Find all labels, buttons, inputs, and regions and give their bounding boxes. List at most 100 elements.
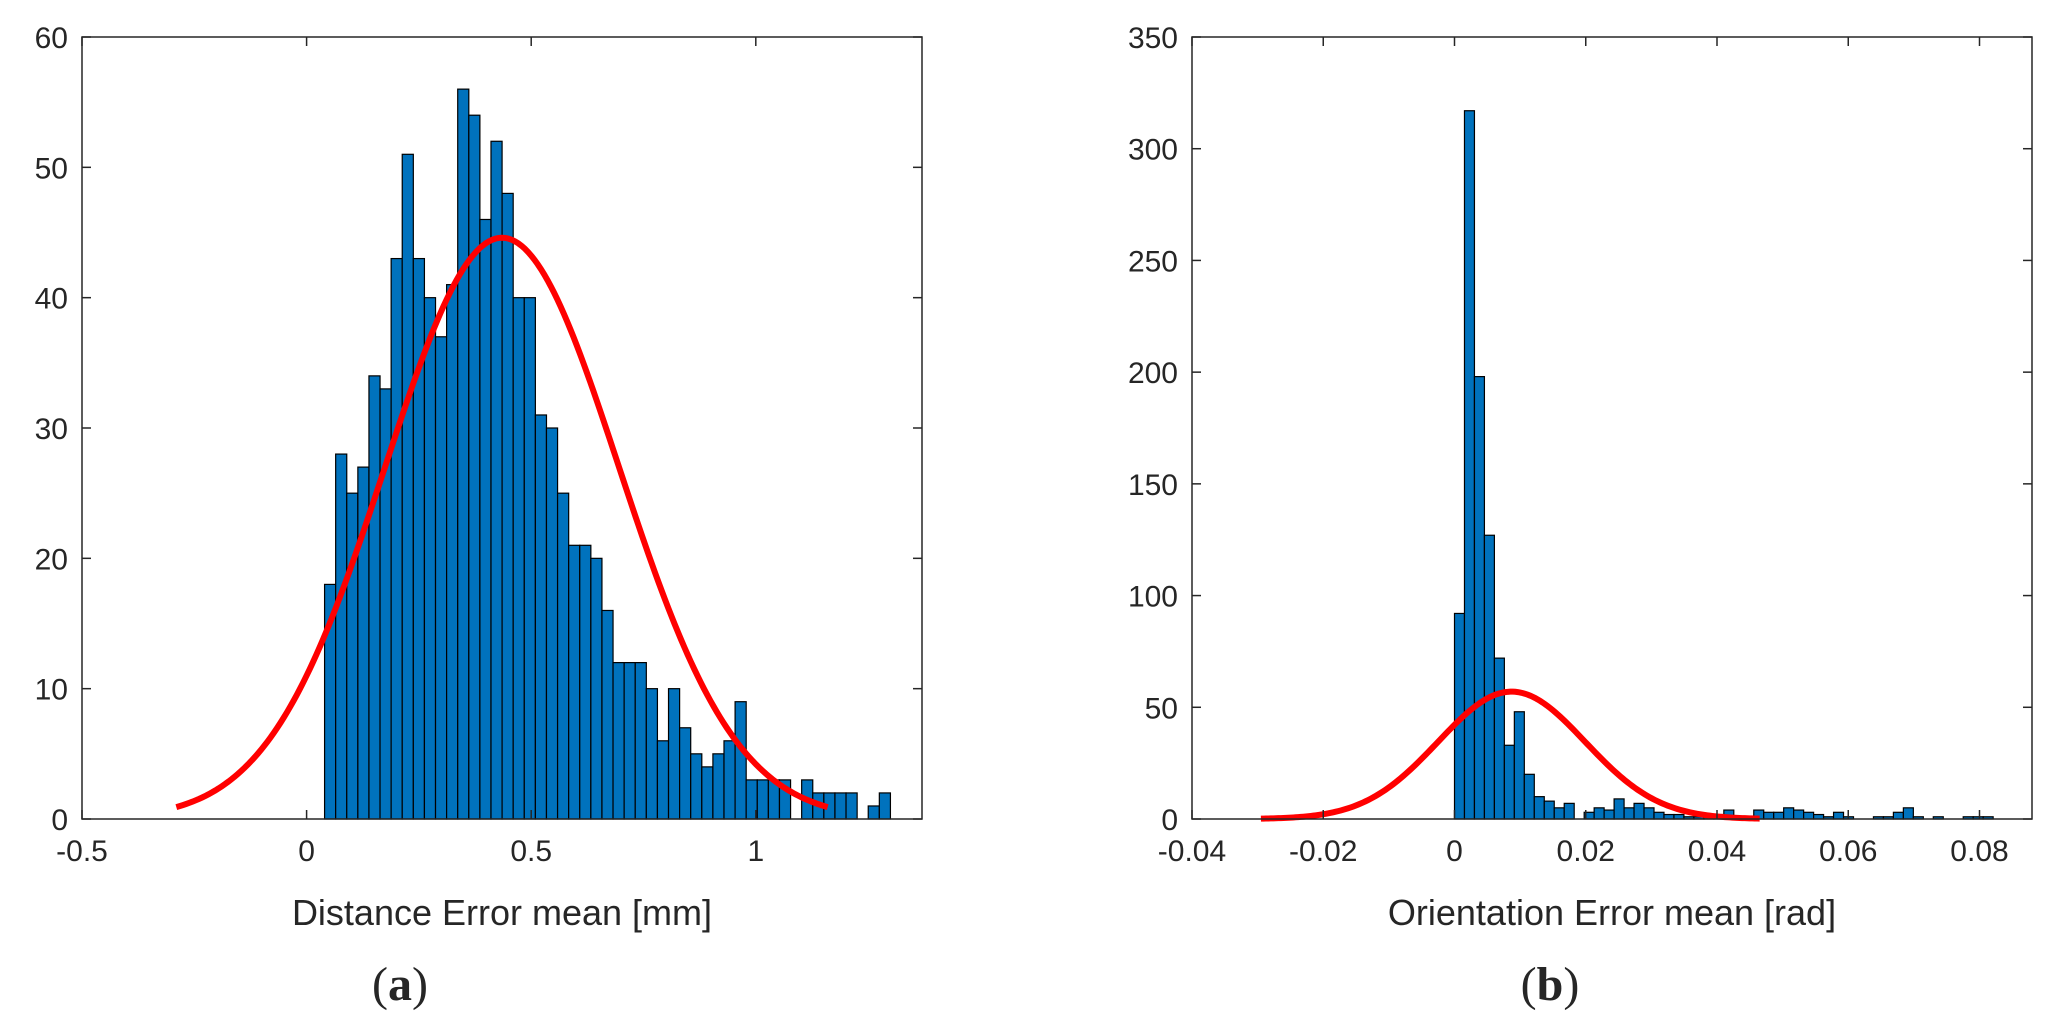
y-tick-label-a: 10 <box>35 674 68 707</box>
y-tick-label-b: 350 <box>1128 22 1178 55</box>
histogram-bar-b <box>1503 744 1515 820</box>
histogram-bar-b <box>1643 807 1655 820</box>
histogram-bar-b <box>1763 811 1775 820</box>
histogram-bar-a <box>667 688 681 820</box>
histogram-bar-a <box>335 453 348 820</box>
histogram-bar-a <box>656 740 670 820</box>
histogram-bar-b <box>1473 376 1486 820</box>
histogram-bar-b <box>1773 811 1785 820</box>
histogram-bar-a <box>501 192 514 820</box>
x-ticks-a: -0.5 0 0.5 1 <box>56 37 764 868</box>
histogram-bar-a <box>878 792 892 820</box>
y-ticks-b: 0 50 100 150 200 250 300 350 <box>1128 22 2032 837</box>
histogram-bar-a <box>756 779 769 820</box>
histogram-bar-a <box>490 140 503 820</box>
histogram-bar-a <box>446 284 459 820</box>
histogram-panel-b: -0.04 -0.02 0 0.02 0.04 0.06 0.08 0 50 100 150 200… <box>1128 22 2033 1011</box>
x-axis-label-a: Distance Error mean [mm] <box>292 892 712 933</box>
x-tick-label-b: -0.02 <box>1289 835 1357 868</box>
histogram-bar-b <box>1803 811 1815 820</box>
histogram-bar-b <box>1523 773 1535 820</box>
x-axis-label-b: Orientation Error mean [rad] <box>1388 892 1836 933</box>
histogram-bar-a <box>468 114 481 820</box>
x-tick-label-b: 0.06 <box>1819 835 1877 868</box>
histogram-bar-b <box>1623 807 1635 820</box>
histogram-bar-a <box>679 727 692 820</box>
plot-area-b <box>1192 37 2032 819</box>
fit-curve-a <box>175 234 829 810</box>
histogram-bar-b <box>1483 534 1496 820</box>
histogram-bar-a <box>701 766 714 820</box>
histogram-bar-a <box>346 492 359 820</box>
histogram-bar-a <box>457 88 470 820</box>
y-tick-label-a: 60 <box>35 22 68 55</box>
histogram-bar-b <box>1633 802 1645 820</box>
y-tick-label-b: 150 <box>1128 469 1178 502</box>
x-tick-label-a: 0 <box>298 835 315 868</box>
y-tick-label-b: 200 <box>1128 357 1178 390</box>
y-ticks-a: 0 10 20 30 40 50 60 <box>35 22 922 837</box>
histogram-bar-a <box>734 701 747 820</box>
histogram-bar-a <box>690 753 703 820</box>
histogram-bar-b <box>1493 657 1505 820</box>
histogram-bar-b <box>1553 807 1565 820</box>
histogram-bar-a <box>434 336 448 820</box>
histogram-bar-a <box>601 609 614 820</box>
histogram-bar-b <box>1603 809 1615 820</box>
histogram-bar-a <box>568 544 581 820</box>
histogram-bar-b <box>1793 809 1805 820</box>
histogram-bar-b <box>1902 807 1914 820</box>
histogram-bar-a <box>545 427 559 820</box>
histogram-bar-a <box>390 257 403 820</box>
x-tick-label-b: -0.04 <box>1158 835 1226 868</box>
panel-label-a: (a) <box>372 958 428 1011</box>
y-tick-label-b: 300 <box>1128 134 1178 167</box>
histogram-bar-a <box>368 375 381 820</box>
histogram-bar-b <box>1563 802 1575 820</box>
panel-letter-a: a <box>388 958 412 1011</box>
fit-curve-b <box>1260 688 1760 822</box>
y-tick-label-b: 250 <box>1128 245 1178 278</box>
histogram-bar-a <box>556 492 570 820</box>
histogram-bar-b <box>1783 807 1795 820</box>
axes-box-b <box>1191 36 2033 820</box>
histogram-bar-a <box>412 257 426 820</box>
histogram-bar-a <box>590 557 603 820</box>
histogram-bar-b <box>1892 811 1904 820</box>
y-tick-label-a: 40 <box>35 283 68 316</box>
y-tick-label-b: 50 <box>1145 692 1178 725</box>
histogram-bar-a <box>623 661 636 820</box>
y-tick-label-b: 100 <box>1128 581 1178 614</box>
histogram-bar-b <box>1513 711 1525 820</box>
y-tick-label-a: 20 <box>35 543 68 576</box>
x-tick-label-a: 1 <box>747 835 764 868</box>
histogram-bar-b <box>1613 798 1625 820</box>
histogram-bar-a <box>579 544 592 820</box>
panel-label-b: (b) <box>1521 958 1580 1011</box>
histogram-bar-a <box>723 740 736 820</box>
histogram-bar-a <box>534 414 548 820</box>
x-tick-label-b: 0.04 <box>1688 835 1746 868</box>
histogram-bar-a <box>867 805 880 820</box>
histogram-bar-b <box>1543 800 1555 820</box>
x-tick-label-b: 0.08 <box>1950 835 2008 868</box>
histogram-bar-a <box>845 792 858 820</box>
histogram-bar-b <box>1593 807 1605 820</box>
x-tick-label-a: 0.5 <box>510 835 552 868</box>
histogram-bar-b <box>1832 811 1845 820</box>
histogram-bar-a <box>634 661 647 820</box>
histogram-bar-a <box>834 792 847 820</box>
x-ticks-b: -0.04 -0.02 0 0.02 0.04 0.06 0.08 <box>1158 37 2009 868</box>
histogram-bar-a <box>423 297 437 820</box>
histogram-bar-a <box>401 153 414 820</box>
histogram-bar-a <box>512 297 525 820</box>
histogram-bar-a <box>712 753 725 820</box>
panel-letter-b: b <box>1537 958 1564 1011</box>
x-tick-label-b: 0.02 <box>1557 835 1615 868</box>
x-tick-label-b: 0 <box>1446 835 1463 868</box>
y-tick-label-a: 30 <box>35 413 68 446</box>
y-tick-label-b: 0 <box>1161 804 1178 837</box>
histogram-bar-a <box>612 661 625 820</box>
